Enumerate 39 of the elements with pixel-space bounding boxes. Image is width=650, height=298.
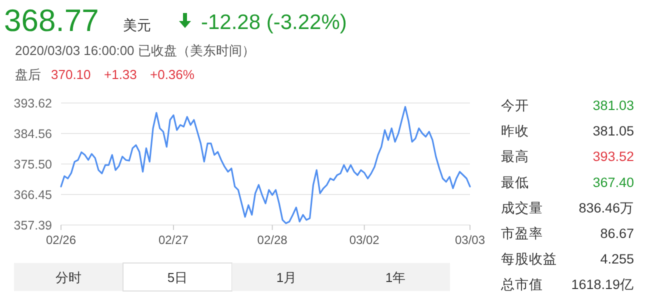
text: 5日 xyxy=(167,270,188,285)
y-tick-label: 357.39 xyxy=(14,218,52,232)
text: 最低 xyxy=(501,174,529,190)
y-tick-label: 384.56 xyxy=(14,127,52,142)
text: 今开 xyxy=(501,98,529,113)
x-tick-label: 02/27 xyxy=(158,233,189,247)
line-series xyxy=(60,106,471,224)
text: 381.03 xyxy=(592,98,634,113)
text: 成交量 xyxy=(501,200,543,216)
text: 1618.19亿 xyxy=(571,277,634,292)
text: 每股收益 xyxy=(501,252,557,267)
text: 4.255 xyxy=(600,252,634,267)
x-tick-label: 03/02 xyxy=(349,233,380,247)
text: -12.28 (-3.22%) xyxy=(201,11,347,34)
text: 盘后 xyxy=(15,67,41,82)
text: 86.67 xyxy=(600,226,634,241)
text: 最高 xyxy=(501,149,529,164)
text: 总市值 xyxy=(500,277,543,292)
text: 分时 xyxy=(56,270,82,285)
x-tick-label: 03/03 xyxy=(454,233,486,247)
text: 368.77 xyxy=(4,3,99,38)
text: 市盈率 xyxy=(501,226,543,241)
text: 367.40 xyxy=(592,174,634,190)
text: 1月 xyxy=(276,270,297,285)
text: 2020/03/03 16:00:00 已收盘（美东时间） xyxy=(15,43,255,58)
x-tick-label: 02/26 xyxy=(46,233,76,247)
text: 393.52 xyxy=(592,149,634,164)
y-tick-label: 366.45 xyxy=(14,188,52,202)
text: +0.36% xyxy=(150,67,195,82)
y-tick-label: 375.50 xyxy=(14,158,52,172)
y-tick-label: 393.62 xyxy=(14,96,52,110)
text: +1.33 xyxy=(104,67,137,82)
text: 370.10 xyxy=(51,67,91,82)
text: 836.46万 xyxy=(578,200,634,216)
text: 1年 xyxy=(385,270,406,285)
x-tick-label: 02/28 xyxy=(257,233,288,247)
text: 美元 xyxy=(123,17,151,33)
text: 昨收 xyxy=(501,124,529,139)
text: 381.05 xyxy=(592,124,634,139)
